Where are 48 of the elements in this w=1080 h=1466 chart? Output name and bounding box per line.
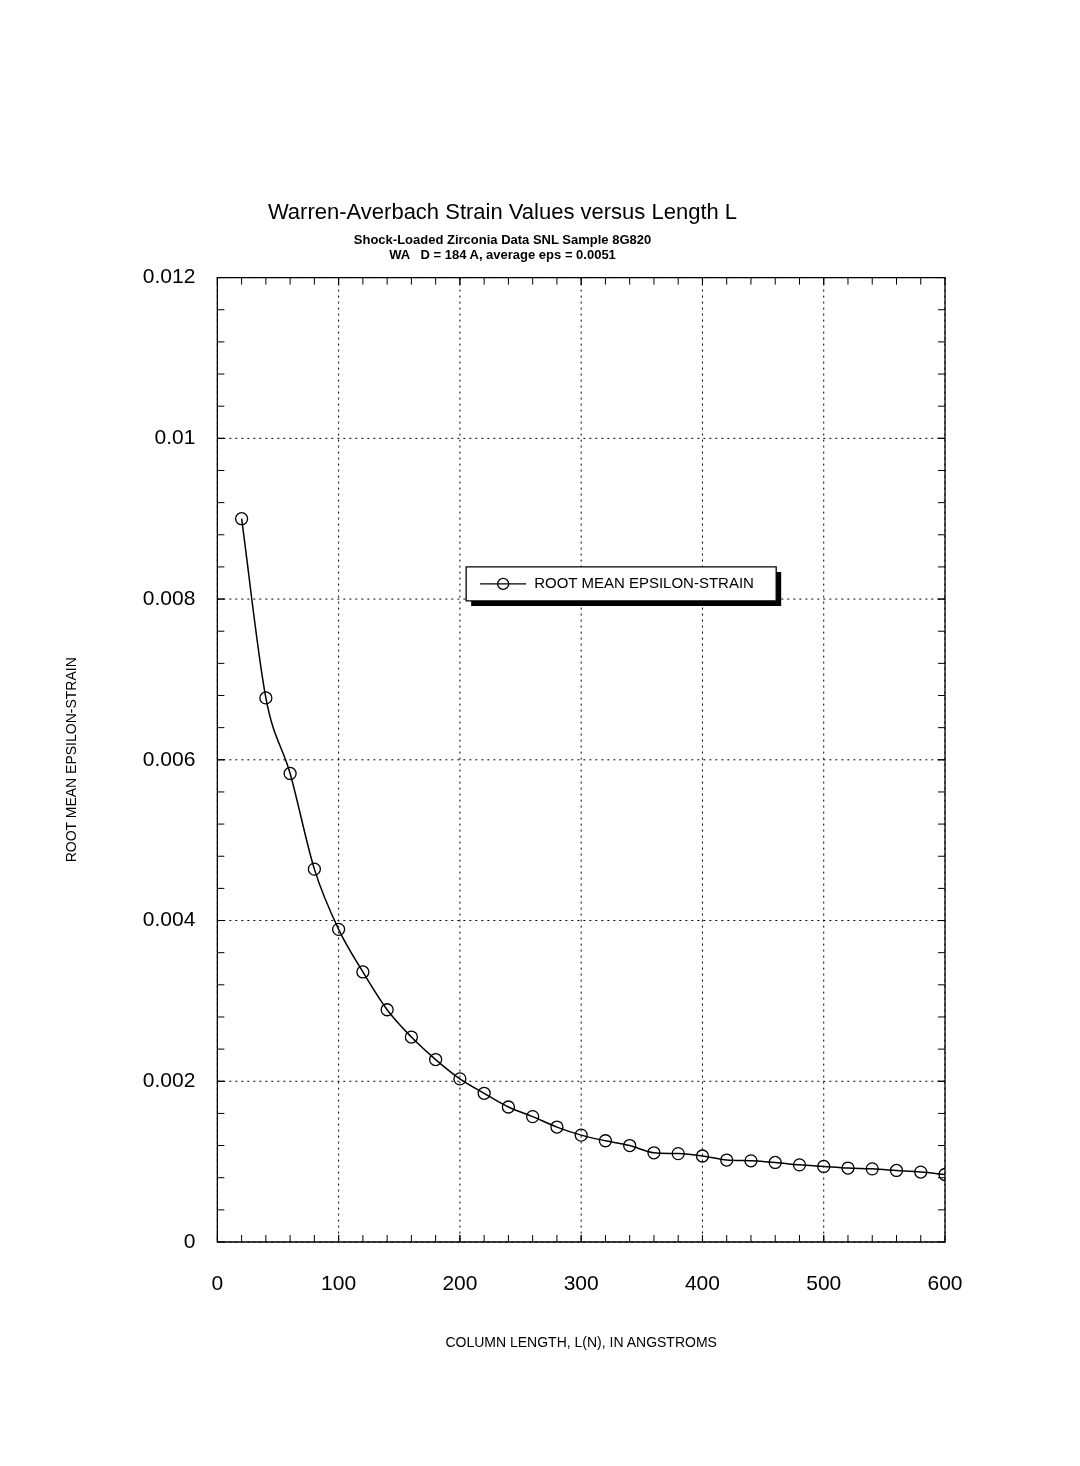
y-tick-label: 0.006 [142, 746, 196, 770]
point [477, 1086, 491, 1100]
point [429, 1052, 443, 1067]
point [914, 1165, 928, 1179]
x-tick-label: 400 [684, 1271, 720, 1295]
point [647, 1146, 661, 1160]
chart-title: Warren-Averbach Strain Values versus Length L [267, 199, 738, 225]
point [307, 862, 322, 876]
x-axis-title: COLUMN LENGTH, L(N), IN ANGSTROMS [445, 1334, 717, 1351]
point [453, 1072, 467, 1086]
y-tick-label: 0 [183, 1228, 196, 1252]
point [695, 1149, 710, 1163]
point [501, 1100, 516, 1114]
point [671, 1146, 685, 1161]
x-tick-label: 200 [442, 1271, 478, 1295]
y-axis-title: ROOT MEAN EPSILON-STRAIN [63, 657, 80, 863]
point [526, 1109, 540, 1124]
point [550, 1120, 564, 1134]
point [792, 1158, 807, 1172]
x-tick-label: 500 [806, 1271, 842, 1295]
point [380, 1003, 394, 1017]
y-tick-label: 0.008 [142, 585, 196, 609]
point [623, 1138, 637, 1153]
point [865, 1162, 879, 1176]
point [283, 766, 297, 781]
y-tick-label: 0.002 [142, 1068, 196, 1092]
point [744, 1154, 758, 1168]
point [404, 1030, 419, 1044]
x-tick-label: 100 [321, 1271, 357, 1295]
legend-label: ROOT MEAN EPSILON-STRAIN [534, 574, 754, 592]
point [598, 1134, 613, 1148]
chart-subtitle: Shock-Loaded Zirconia Data SNL Sample 8G820 WA D = 184 A, average eps = 0.0051 [353, 231, 652, 263]
point [574, 1128, 588, 1142]
point [234, 512, 249, 526]
x-tick-label: 600 [927, 1271, 963, 1295]
point [259, 691, 273, 705]
point [768, 1155, 782, 1170]
point [356, 965, 370, 979]
point [889, 1163, 904, 1178]
y-tick-label: 0.004 [142, 907, 196, 931]
point [331, 922, 346, 937]
x-tick-label: 0 [211, 1271, 224, 1295]
point [720, 1153, 734, 1167]
point [841, 1161, 855, 1175]
y-tick-label: 0.012 [142, 264, 196, 288]
y-tick-label: 0.01 [154, 425, 196, 449]
x-tick-label: 300 [563, 1271, 599, 1295]
point [817, 1159, 831, 1174]
